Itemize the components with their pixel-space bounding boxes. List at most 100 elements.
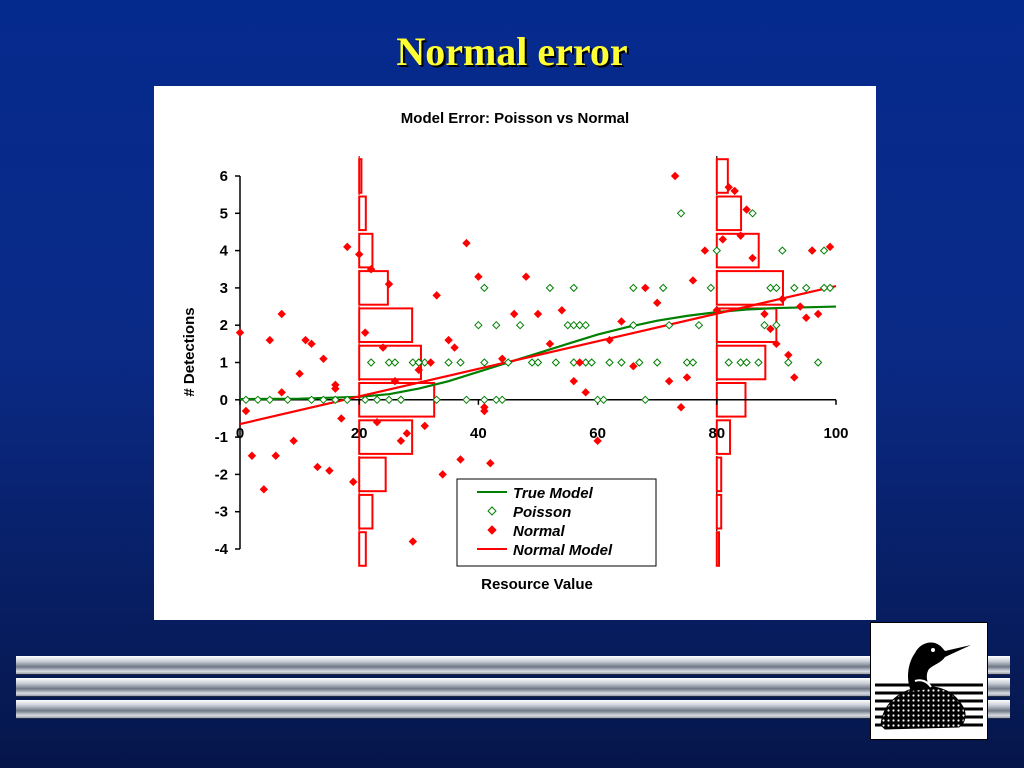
loon-logo bbox=[870, 622, 988, 740]
poisson-point bbox=[319, 395, 328, 405]
poisson-point bbox=[635, 358, 644, 367]
metal-bar-middle bbox=[16, 678, 1010, 696]
poisson-point bbox=[587, 358, 596, 367]
chart-panel: Model Error: Poisson vs Normal Resource … bbox=[154, 86, 876, 620]
normal-point bbox=[545, 339, 555, 349]
normal-point bbox=[736, 231, 745, 240]
normal-point bbox=[617, 317, 626, 326]
poisson-point bbox=[617, 358, 626, 367]
normal-point bbox=[557, 306, 567, 315]
poisson-point bbox=[396, 395, 406, 405]
normal-point bbox=[712, 306, 722, 315]
normal-point bbox=[807, 246, 817, 255]
poisson-point bbox=[551, 358, 561, 367]
y-tick-label: -1 bbox=[215, 429, 228, 446]
normal-point bbox=[444, 335, 453, 345]
normal-point bbox=[343, 242, 352, 252]
legend-box bbox=[456, 478, 657, 567]
y-tick-label: -2 bbox=[215, 466, 228, 483]
normal-point bbox=[730, 186, 739, 196]
model-lines bbox=[239, 284, 837, 426]
y-tick-label: -4 bbox=[215, 541, 229, 558]
normal-point bbox=[575, 358, 584, 367]
normal-point bbox=[396, 436, 406, 446]
normal-point bbox=[325, 466, 334, 475]
poisson-point bbox=[664, 320, 674, 330]
y-tick-label: 3 bbox=[220, 280, 228, 297]
normal-point bbox=[486, 459, 495, 468]
normal-point bbox=[462, 238, 471, 248]
x-tick-label: 80 bbox=[708, 425, 725, 442]
histogram-bar bbox=[358, 270, 389, 306]
poisson-point bbox=[801, 283, 811, 293]
poisson-point bbox=[778, 246, 787, 255]
normal-point bbox=[337, 414, 346, 423]
poisson-point bbox=[444, 358, 453, 367]
normal-point bbox=[718, 235, 727, 244]
poisson-point bbox=[241, 395, 251, 405]
normal-point bbox=[605, 335, 614, 345]
poisson-point bbox=[819, 246, 829, 255]
poisson-point bbox=[641, 395, 650, 405]
normal-point bbox=[581, 388, 590, 397]
poisson-point bbox=[575, 320, 584, 330]
poisson-point bbox=[629, 320, 638, 330]
histogram-bar bbox=[715, 344, 767, 381]
normal-point bbox=[378, 343, 388, 352]
poisson-point bbox=[688, 358, 698, 367]
normal-point bbox=[408, 537, 418, 546]
histogram-bar bbox=[715, 270, 784, 306]
poisson-point bbox=[390, 358, 400, 367]
y-tick-label: 4 bbox=[220, 243, 229, 260]
poisson-point bbox=[742, 358, 751, 367]
poisson-point bbox=[307, 395, 316, 405]
poisson-point bbox=[784, 358, 793, 367]
decorative-metal-bars bbox=[16, 656, 1010, 718]
normal-point bbox=[766, 324, 775, 334]
x-axis-label: Resource Value bbox=[481, 576, 593, 593]
poisson-point bbox=[658, 283, 668, 293]
normal-point bbox=[652, 298, 662, 308]
legend-normal-swatch bbox=[487, 525, 497, 535]
poisson-point bbox=[480, 395, 489, 405]
histogram-bar bbox=[358, 456, 387, 493]
normal-point bbox=[760, 309, 769, 319]
poisson-point bbox=[331, 395, 340, 405]
histogram-bar bbox=[715, 419, 732, 455]
normal-point bbox=[259, 485, 269, 494]
poisson-point bbox=[682, 358, 692, 367]
poisson-point bbox=[569, 358, 578, 367]
poisson-point bbox=[581, 358, 590, 367]
poisson-point bbox=[569, 283, 578, 293]
histogram-bar bbox=[358, 158, 363, 194]
normal-point bbox=[390, 376, 400, 386]
poisson-point bbox=[456, 358, 465, 367]
normal-point bbox=[569, 376, 578, 386]
normal-point bbox=[593, 436, 602, 446]
legend-normal-model-label: Normal Model bbox=[513, 542, 613, 559]
poisson-point bbox=[629, 283, 638, 293]
histogram-bar bbox=[358, 493, 374, 530]
poisson-point bbox=[384, 358, 394, 367]
normal-point bbox=[354, 250, 364, 259]
x-tick-label: 0 bbox=[236, 425, 244, 442]
x-tick-label: 60 bbox=[589, 425, 606, 442]
normal-point bbox=[432, 291, 441, 300]
normal-point bbox=[498, 354, 507, 363]
normal-point bbox=[533, 309, 543, 319]
histogram-bar bbox=[358, 307, 414, 343]
normal-point bbox=[480, 403, 489, 412]
x-tick-label: 20 bbox=[351, 425, 368, 442]
y-tick-label: 6 bbox=[220, 168, 228, 185]
histogram-bar bbox=[715, 456, 723, 493]
normal-point bbox=[676, 403, 686, 412]
poisson-point bbox=[813, 358, 823, 367]
normal-point bbox=[664, 376, 674, 386]
poisson-point bbox=[384, 395, 394, 405]
poisson-point bbox=[706, 283, 716, 293]
poisson-point bbox=[480, 283, 489, 293]
histogram-bar bbox=[358, 232, 374, 269]
normal-point bbox=[509, 309, 519, 319]
poisson-point bbox=[748, 209, 757, 218]
normal-point bbox=[456, 455, 465, 464]
